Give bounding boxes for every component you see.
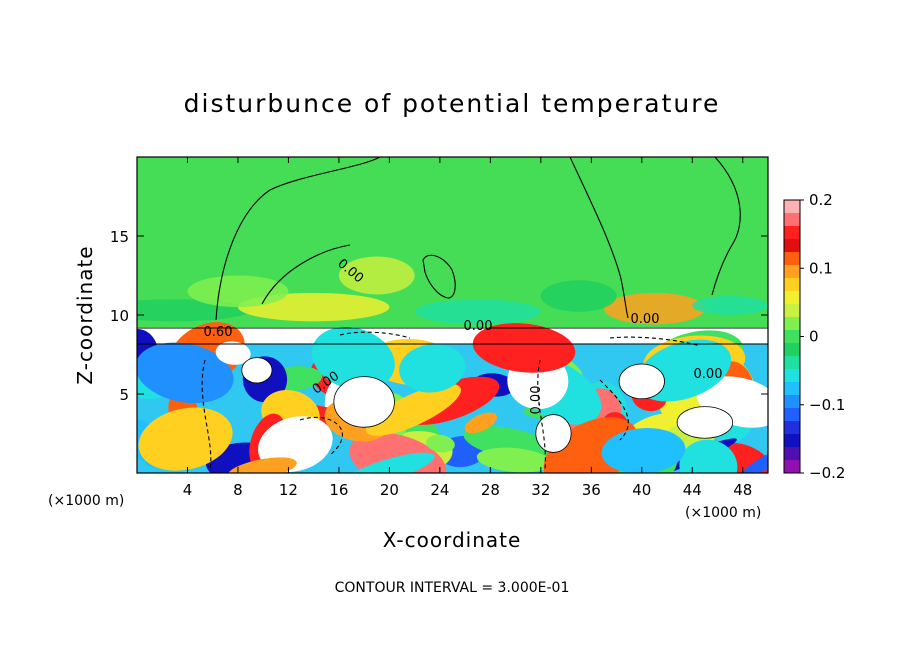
plot-area	[137, 157, 768, 473]
contour-label: 0.00	[631, 312, 660, 327]
contour-lines	[137, 157, 768, 471]
colorbar-tick-label: 0.1	[809, 259, 833, 277]
colorbar-swatch	[784, 239, 800, 253]
turbulence-eddy	[365, 383, 461, 436]
turbulence-eddy	[138, 407, 233, 471]
colorbar-swatch	[784, 343, 800, 357]
colorbar-tick-label: 0.2	[809, 191, 833, 209]
turbulence-eddy	[601, 428, 686, 473]
x-tick-label: 4	[183, 481, 193, 499]
y-axis-label: Z-coordinate	[73, 245, 97, 384]
contour-label-layer: 0.000.000.60 0.000.000.000.00	[204, 256, 723, 414]
field-patch	[187, 275, 289, 308]
strong-anomaly-eddy	[676, 406, 734, 439]
contour-line	[422, 254, 456, 299]
y-tick-label: 10	[110, 307, 129, 325]
y-tick-label: 5	[119, 386, 129, 404]
inversion-band	[137, 327, 768, 344]
colorbar-swatch	[784, 395, 800, 409]
turbulence-eddy	[741, 449, 768, 473]
colorbar-swatch	[784, 434, 800, 448]
turbulence-eddy	[340, 452, 435, 473]
turbulence-eddy	[472, 323, 576, 373]
contour-line-negative	[599, 379, 629, 441]
contour-line	[711, 157, 741, 296]
contour-line-negative	[609, 336, 701, 347]
colorbar-swatch	[784, 421, 800, 435]
contour-line-negative	[299, 416, 343, 456]
x-tick-label: 44	[683, 481, 702, 499]
x-tick-label: 24	[430, 481, 449, 499]
strong-anomaly-eddy	[241, 357, 273, 384]
turbulence-eddy	[464, 412, 498, 434]
turbulence-eddy	[311, 326, 395, 391]
contour-line	[569, 157, 629, 319]
contour-line-negative	[339, 331, 411, 339]
colorbar-swatch	[784, 369, 800, 383]
x-axis: 4 8 12 16 20 24 28 32 36 40 44 48	[183, 157, 752, 499]
colorbar-swatch	[784, 200, 800, 214]
x-unit-label-right: (×1000 m)	[685, 505, 761, 521]
colorbar-tick-label: −0.1	[809, 396, 845, 414]
colorbar-tick-label: 0	[809, 328, 819, 346]
colorbar-swatch	[784, 265, 800, 279]
colorbar-swatch	[784, 460, 800, 474]
chart-title: disturbunce of potential temperature	[184, 89, 721, 118]
contour-label: 0.00	[464, 319, 493, 334]
x-tick-label: 8	[233, 481, 243, 499]
x-tick-label: 12	[279, 481, 298, 499]
x-tick-label: 36	[582, 481, 601, 499]
field-patch	[338, 256, 415, 295]
colorbar-swatch	[784, 356, 800, 370]
strong-anomaly-eddy	[535, 414, 572, 453]
turbulence-eddy	[137, 342, 234, 404]
y-tick-label: 15	[110, 228, 129, 246]
contour-line-negative	[537, 359, 546, 471]
colorbar-swatch	[784, 447, 800, 461]
contour-label: 0.00	[694, 367, 723, 382]
field-patch	[414, 299, 541, 325]
x-tick-label: 40	[632, 481, 651, 499]
colorbar-swatch	[784, 317, 800, 331]
x-tick-label: 48	[733, 481, 752, 499]
turbulence-eddy	[476, 447, 552, 473]
x-tick-label: 20	[380, 481, 399, 499]
x-tick-label: 32	[531, 481, 550, 499]
colorbar-swatch	[784, 252, 800, 266]
colorbar-swatch	[784, 330, 800, 344]
turbulence-eddy	[399, 344, 466, 393]
strong-anomaly-eddy	[333, 376, 395, 428]
x-axis-label: X-coordinate	[383, 528, 522, 552]
x-tick-label: 28	[481, 481, 500, 499]
field-patch	[692, 296, 768, 315]
field-blobs	[137, 256, 768, 473]
colorbar-swatch	[784, 382, 800, 396]
field-patch	[540, 280, 617, 312]
x-tick-label: 16	[329, 481, 348, 499]
turbulence-eddy	[215, 341, 251, 365]
colorbar-tick-label: −0.2	[809, 464, 845, 482]
colorbar: 0.2 0.1 0 −0.1 −0.2	[783, 191, 845, 482]
x-unit-label-left: (×1000 m)	[48, 493, 124, 509]
contour-line	[261, 244, 351, 305]
contour-label: 0.00	[529, 386, 544, 415]
colorbar-swatch	[784, 226, 800, 240]
turbulence-eddy	[227, 457, 297, 473]
y-axis: 5 10 15	[110, 228, 768, 404]
turbulence-eddy	[426, 434, 455, 453]
colorbar-swatch	[784, 304, 800, 318]
contour-label: 0.60	[204, 325, 233, 340]
colorbar-swatch	[784, 291, 800, 305]
contour-line-negative	[201, 359, 212, 471]
contour-line	[215, 157, 381, 321]
strong-anomaly-eddy	[618, 363, 665, 400]
field-patch	[603, 292, 705, 325]
colorbar-swatch	[784, 408, 800, 422]
contour-interval-note: CONTOUR INTERVAL = 3.000E-01	[335, 580, 570, 596]
colorbar-swatch	[784, 213, 800, 227]
colorbar-swatch	[784, 278, 800, 292]
turbulence-eddy	[679, 439, 738, 473]
